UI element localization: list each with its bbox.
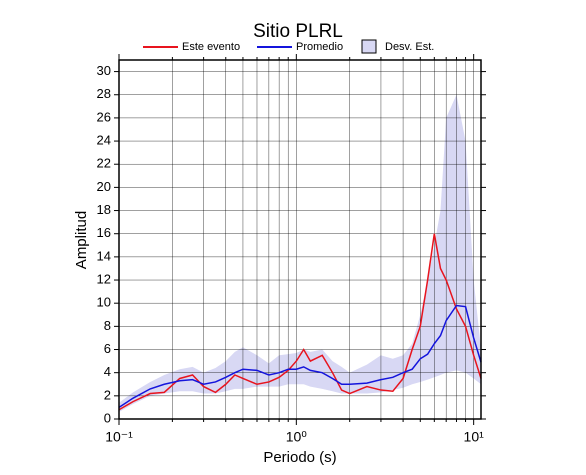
y-tick-label: 26 [97,109,111,124]
y-tick-label: 10 [97,295,111,310]
y-tick-label: 2 [104,387,111,402]
x-tick-label: 10⁰ [286,429,308,445]
y-tick-label: 24 [97,133,111,148]
y-tick-label: 22 [97,156,111,171]
data-line [118,233,482,411]
legend-label: Desv. Est. [385,41,434,53]
legend-swatch [361,39,377,54]
legend-label: Este evento [182,41,240,53]
std-band [119,94,481,413]
y-axis-label: Amplitud [73,211,90,269]
x-axis-label: Periodo (s) [263,449,336,466]
y-tick-label: 28 [97,86,111,101]
y-tick-label: 4 [104,364,111,379]
x-tick-label: 10⁻¹ [105,429,133,445]
y-tick-label: 6 [104,341,111,356]
y-tick-label: 16 [97,225,111,240]
x-tick-label: 10¹ [464,429,485,445]
y-tick-label: 12 [97,271,111,286]
y-tick-label: 14 [97,248,111,263]
plot-frame [118,59,482,420]
data-line [118,304,482,409]
y-tick-label: 30 [97,63,111,78]
y-tick-label: 8 [104,318,111,333]
y-tick-label: 18 [97,202,111,217]
legend-label: Promedio [296,41,343,53]
chart-title: Sitio PLRL [253,21,343,42]
y-tick-label: 20 [97,179,111,194]
y-tick-label: 0 [104,410,111,425]
